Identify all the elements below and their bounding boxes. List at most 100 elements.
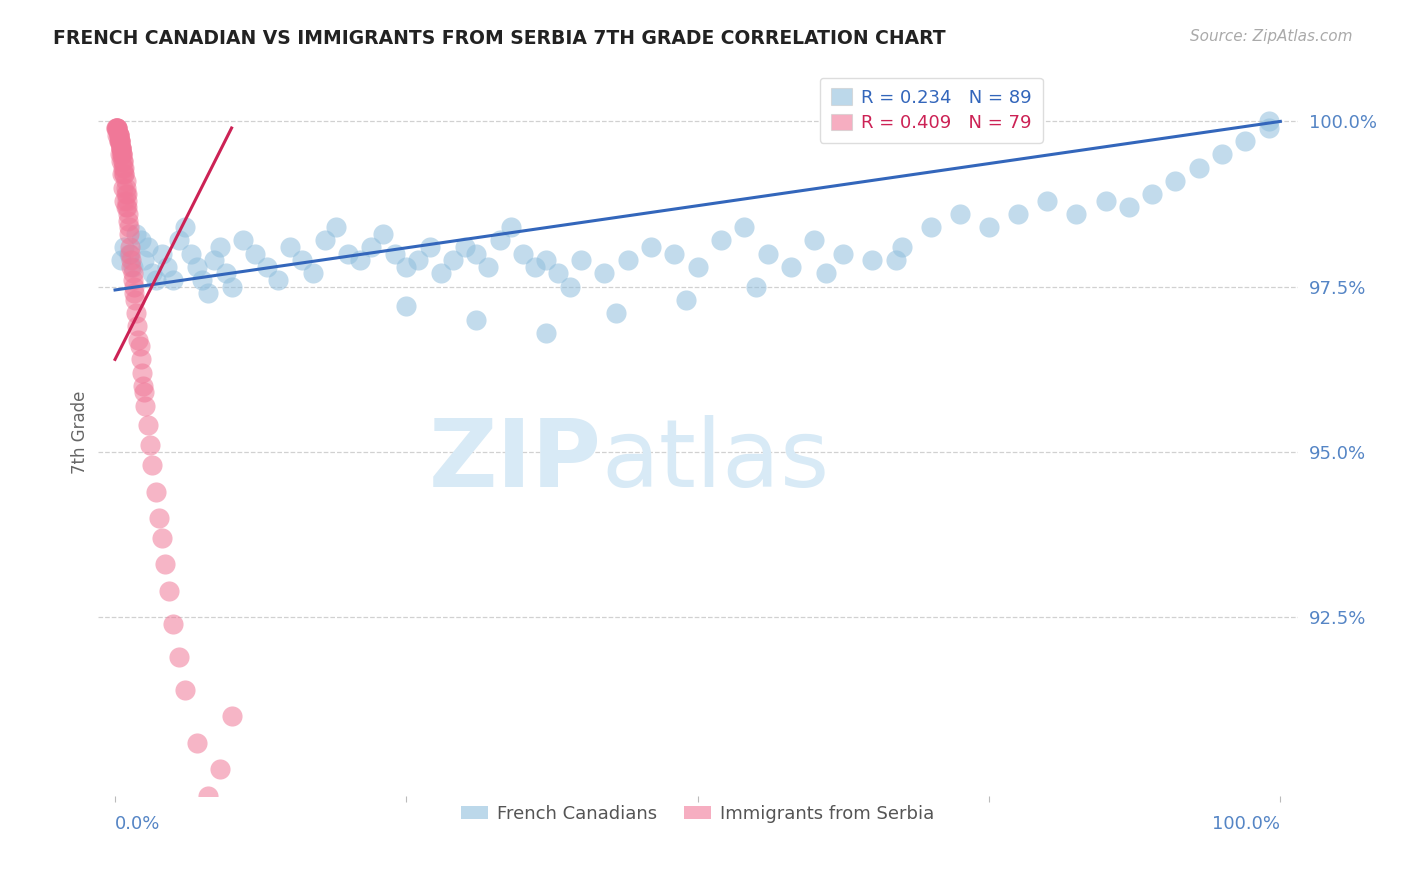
- Point: [112, 161, 135, 175]
- Point: [111, 147, 134, 161]
- Point: [371, 227, 394, 241]
- Point: [1188, 161, 1211, 175]
- Point: [501, 220, 523, 235]
- Point: [167, 649, 190, 664]
- Point: [108, 134, 131, 148]
- Point: [1164, 174, 1187, 188]
- Point: [814, 267, 837, 281]
- Point: [120, 246, 142, 260]
- Point: [114, 187, 136, 202]
- Point: [117, 207, 139, 221]
- Point: [129, 352, 152, 367]
- Point: [605, 306, 627, 320]
- Point: [108, 134, 131, 148]
- Point: [134, 385, 156, 400]
- Point: [110, 141, 132, 155]
- Point: [465, 312, 488, 326]
- Point: [107, 128, 129, 142]
- Point: [949, 207, 972, 221]
- Point: [112, 180, 135, 194]
- Point: [256, 260, 278, 274]
- Point: [107, 128, 129, 142]
- Point: [640, 240, 662, 254]
- Point: [141, 458, 163, 472]
- Point: [114, 174, 136, 188]
- Point: [221, 709, 243, 723]
- Point: [115, 200, 138, 214]
- Point: [1094, 194, 1116, 208]
- Point: [122, 286, 145, 301]
- Point: [197, 789, 219, 803]
- Point: [105, 121, 128, 136]
- Point: [186, 260, 208, 274]
- Point: [118, 220, 141, 235]
- Point: [111, 147, 134, 161]
- Point: [117, 213, 139, 227]
- Point: [617, 253, 640, 268]
- Point: [110, 154, 132, 169]
- Point: [112, 167, 135, 181]
- Point: [523, 260, 546, 274]
- Point: [1257, 121, 1279, 136]
- Point: [186, 736, 208, 750]
- Point: [675, 293, 697, 307]
- Point: [112, 240, 135, 254]
- Point: [118, 227, 141, 241]
- Text: atlas: atlas: [602, 415, 830, 508]
- Point: [180, 246, 202, 260]
- Point: [108, 134, 131, 148]
- Point: [105, 121, 128, 136]
- Point: [107, 128, 129, 142]
- Point: [156, 260, 179, 274]
- Point: [107, 134, 129, 148]
- Legend: French Canadians, Immigrants from Serbia: French Canadians, Immigrants from Serbia: [454, 797, 942, 830]
- Text: Source: ZipAtlas.com: Source: ZipAtlas.com: [1189, 29, 1353, 44]
- Point: [150, 246, 173, 260]
- Point: [112, 154, 135, 169]
- Point: [1211, 147, 1233, 161]
- Point: [290, 253, 312, 268]
- Point: [890, 240, 912, 254]
- Point: [115, 194, 138, 208]
- Point: [162, 616, 184, 631]
- Point: [121, 260, 143, 274]
- Point: [360, 240, 382, 254]
- Point: [131, 366, 153, 380]
- Point: [191, 273, 214, 287]
- Point: [139, 438, 162, 452]
- Point: [745, 279, 768, 293]
- Point: [547, 267, 569, 281]
- Point: [110, 141, 132, 155]
- Point: [558, 279, 581, 293]
- Point: [977, 220, 1000, 235]
- Point: [453, 240, 475, 254]
- Point: [569, 253, 592, 268]
- Point: [664, 246, 686, 260]
- Point: [145, 484, 167, 499]
- Point: [215, 267, 238, 281]
- Point: [534, 326, 557, 340]
- Point: [884, 253, 907, 268]
- Point: [110, 253, 132, 268]
- Point: [134, 253, 156, 268]
- Point: [136, 240, 159, 254]
- Point: [202, 253, 225, 268]
- Point: [686, 260, 709, 274]
- Point: [129, 233, 152, 247]
- Point: [121, 273, 143, 287]
- Point: [115, 187, 138, 202]
- Point: [920, 220, 942, 235]
- Text: ZIP: ZIP: [429, 415, 602, 508]
- Point: [302, 267, 325, 281]
- Point: [122, 279, 145, 293]
- Point: [153, 558, 176, 572]
- Point: [108, 134, 131, 148]
- Point: [733, 220, 755, 235]
- Point: [124, 293, 146, 307]
- Point: [114, 200, 136, 214]
- Point: [127, 319, 149, 334]
- Point: [150, 531, 173, 545]
- Point: [105, 121, 128, 136]
- Point: [141, 267, 163, 281]
- Point: [534, 253, 557, 268]
